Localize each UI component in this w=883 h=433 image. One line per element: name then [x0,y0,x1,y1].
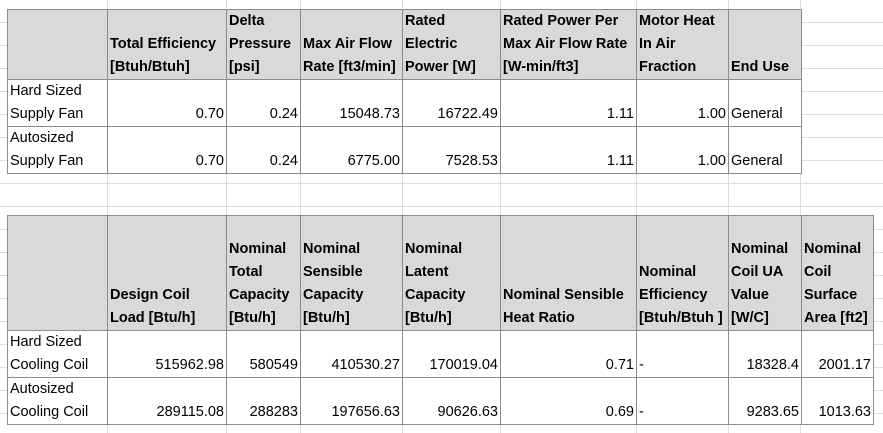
table-row: Hard Sized Supply Fan 0.70 0.24 15048.73… [7,79,802,127]
table-cell[interactable]: - [636,330,729,378]
header-motor-heat-fraction[interactable]: Motor Heat In Air Fraction [636,9,729,80]
table-cell[interactable]: 0.71 [500,330,637,378]
header-design-coil-load[interactable]: Design Coil Load [Btu/h] [107,215,227,331]
table-cell[interactable]: - [636,377,729,425]
header-corner-cell[interactable] [7,215,108,331]
table-cell[interactable]: 15048.73 [300,79,403,127]
header-rated-electric-power[interactable]: Rated Electric Power [W] [402,9,501,80]
header-nominal-sensible-heat-ratio[interactable]: Nominal Sensible Heat Ratio [500,215,637,331]
row-label-cell[interactable]: Autosized Supply Fan [7,126,108,174]
header-nominal-coil-surface-area[interactable]: Nominal Coil Surface Area [ft2] [801,215,874,331]
table-cell[interactable]: 0.70 [107,126,227,174]
coil-header-row: Design Coil Load [Btu/h] Nominal Total C… [7,215,874,331]
cooling-coil-table: Design Coil Load [Btu/h] Nominal Total C… [7,215,874,425]
fan-header-row: Total Efficiency [Btuh/Btuh] Delta Press… [7,9,802,80]
header-rated-power-per-flow[interactable]: Rated Power Per Max Air Flow Rate [W-min… [500,9,637,80]
header-nominal-sensible-capacity[interactable]: Nominal Sensible Capacity [Btu/h] [300,215,403,331]
header-delta-pressure[interactable]: Delta Pressure [psi] [226,9,301,80]
table-cell[interactable]: 580549 [226,330,301,378]
table-cell[interactable]: 16722.49 [402,79,501,127]
table-cell[interactable]: 2001.17 [801,330,874,378]
header-corner-cell[interactable] [7,9,108,80]
table-cell[interactable]: 90626.63 [402,377,501,425]
header-nominal-total-capacity[interactable]: Nominal Total Capacity [Btu/h] [226,215,301,331]
header-nominal-coil-ua-value[interactable]: Nominal Coil UA Value [W/C] [728,215,802,331]
table-cell[interactable]: General [728,126,802,174]
table-cell[interactable]: 0.24 [226,79,301,127]
table-cell[interactable]: 289115.08 [107,377,227,425]
table-cell[interactable]: 6775.00 [300,126,403,174]
table-cell[interactable]: General [728,79,802,127]
table-row: Autosized Cooling Coil 289115.08 288283 … [7,377,874,425]
fan-table: Total Efficiency [Btuh/Btuh] Delta Press… [7,9,802,174]
header-nominal-efficiency[interactable]: Nominal Efficiency [Btuh/Btuh ] [636,215,729,331]
table-cell[interactable]: 1013.63 [801,377,874,425]
table-cell[interactable]: 170019.04 [402,330,501,378]
table-cell[interactable]: 1.11 [500,126,637,174]
table-cell[interactable]: 1.00 [636,79,729,127]
table-cell[interactable]: 0.24 [226,126,301,174]
table-cell[interactable]: 288283 [226,377,301,425]
table-cell[interactable]: 515962.98 [107,330,227,378]
table-cell[interactable]: 1.11 [500,79,637,127]
table-cell[interactable]: 18328.4 [728,330,802,378]
table-cell[interactable]: 197656.63 [300,377,403,425]
row-label-cell[interactable]: Hard Sized Cooling Coil [7,330,108,378]
table-cell[interactable]: 0.70 [107,79,227,127]
table-cell[interactable]: 410530.27 [300,330,403,378]
table-cell[interactable]: 0.69 [500,377,637,425]
row-label-cell[interactable]: Hard Sized Supply Fan [7,79,108,127]
header-max-air-flow-rate[interactable]: Max Air Flow Rate [ft3/min] [300,9,403,80]
header-end-use[interactable]: End Use [728,9,802,80]
table-row: Autosized Supply Fan 0.70 0.24 6775.00 7… [7,126,802,174]
table-row: Hard Sized Cooling Coil 515962.98 580549… [7,330,874,378]
header-nominal-latent-capacity[interactable]: Nominal Latent Capacity [Btu/h] [402,215,501,331]
table-cell[interactable]: 1.00 [636,126,729,174]
table-cell[interactable]: 7528.53 [402,126,501,174]
header-total-efficiency[interactable]: Total Efficiency [Btuh/Btuh] [107,9,227,80]
row-label-cell[interactable]: Autosized Cooling Coil [7,377,108,425]
table-cell[interactable]: 9283.65 [728,377,802,425]
